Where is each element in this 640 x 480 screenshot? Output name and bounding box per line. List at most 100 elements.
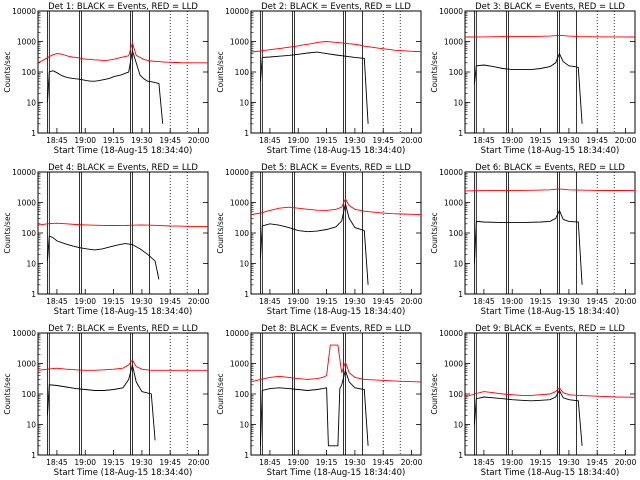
- y-axis-label: Counts/sec: [3, 373, 12, 414]
- x-tick-label: 19:15: [103, 458, 125, 467]
- y-tick-label: 10000: [225, 329, 249, 338]
- panel-title: Det 9: BLACK = Events, RED = LLD: [475, 324, 625, 334]
- y-tick-label: 100: [449, 68, 464, 77]
- x-tick-label: 19:00: [287, 297, 309, 306]
- y-tick-label: 1: [244, 451, 249, 460]
- y-tick-label: 100: [22, 390, 37, 399]
- y-tick-label: 10: [26, 260, 36, 269]
- y-tick-label: 100: [449, 229, 464, 238]
- y-tick-label: 10000: [225, 168, 249, 177]
- y-tick-label: 10: [239, 260, 249, 269]
- x-tick-label: 19:30: [131, 297, 153, 306]
- x-axis-label: Start Time (18-Aug-15 18:34:40): [267, 146, 406, 156]
- panel-title: Det 5: BLACK = Events, RED = LLD: [261, 163, 411, 173]
- panel-title: Det 3: BLACK = Events, RED = LLD: [475, 2, 625, 12]
- lld-series-line: [37, 359, 208, 371]
- y-tick-label: 1000: [230, 199, 249, 208]
- y-tick-label: 1: [458, 451, 463, 460]
- x-tick-label: 19:30: [344, 297, 366, 306]
- lld-series-line: [464, 34, 636, 38]
- x-tick-label: 20:00: [188, 136, 210, 145]
- events-series-line: [473, 52, 583, 124]
- x-tick-label: 19:45: [586, 297, 608, 306]
- y-tick-label: 10: [239, 421, 249, 430]
- x-tick-label: 18:45: [473, 297, 495, 306]
- x-tick-label: 19:00: [74, 297, 96, 306]
- x-tick-label: 18:45: [259, 136, 281, 145]
- y-tick-label: 1000: [444, 199, 463, 208]
- x-tick-label: 19:15: [530, 297, 552, 306]
- x-tick-label: 19:45: [159, 458, 181, 467]
- panel-title: Det 2: BLACK = Events, RED = LLD: [261, 2, 411, 12]
- y-axis-label: Counts/sec: [3, 51, 12, 92]
- y-tick-label: 10: [26, 421, 36, 430]
- y-tick-label: 10: [453, 421, 463, 430]
- x-tick-label: 19:45: [372, 297, 394, 306]
- x-tick-label: 19:45: [586, 458, 608, 467]
- events-series-line: [46, 50, 164, 124]
- x-tick-label: 18:45: [46, 136, 68, 145]
- panel-title: Det 6: BLACK = Events, RED = LLD: [475, 163, 625, 173]
- x-tick-label: 20:00: [615, 297, 637, 306]
- y-tick-label: 10000: [225, 7, 249, 16]
- events-series-line: [259, 203, 369, 285]
- panel-det-3: Det 3: BLACK = Events, RED = LLD 1 10 100 10…: [430, 2, 637, 156]
- plot-frame: [250, 332, 422, 456]
- x-axis-label: Start Time (18-Aug-15 18:34:40): [54, 146, 193, 156]
- x-tick-label: 18:45: [46, 297, 68, 306]
- x-tick-label: 20:00: [615, 458, 637, 467]
- x-tick-label: 19:00: [501, 136, 523, 145]
- x-axis-label: Start Time (18-Aug-15 18:34:40): [267, 307, 406, 317]
- x-tick-label: 19:45: [586, 136, 608, 145]
- y-tick-label: 100: [235, 390, 250, 399]
- x-axis-label: Start Time (18-Aug-15 18:34:40): [481, 307, 620, 317]
- x-tick-label: 19:45: [159, 297, 181, 306]
- y-axis-label: Counts/sec: [216, 212, 225, 253]
- lld-series-line: [464, 188, 636, 192]
- x-tick-label: 19:30: [344, 136, 366, 145]
- y-tick-label: 1000: [230, 360, 249, 369]
- panel-det-7: Det 7: BLACK = Events, RED = LLD 1 10 100 10…: [3, 324, 210, 478]
- events-series-line: [473, 389, 583, 446]
- y-tick-label: 1000: [17, 360, 36, 369]
- lld-series-line: [250, 344, 422, 383]
- y-tick-label: 10000: [12, 168, 36, 177]
- y-tick-label: 1: [458, 129, 463, 138]
- x-tick-label: 19:15: [530, 458, 552, 467]
- events-series-line: [46, 235, 160, 280]
- x-tick-label: 19:15: [103, 136, 125, 145]
- x-tick-label: 20:00: [188, 458, 210, 467]
- y-tick-label: 100: [235, 68, 250, 77]
- y-tick-label: 100: [449, 390, 464, 399]
- x-tick-label: 18:45: [259, 458, 281, 467]
- plot-frame: [250, 171, 422, 295]
- x-tick-label: 19:45: [372, 136, 394, 145]
- y-tick-label: 1: [31, 290, 36, 299]
- plot-frame: [37, 332, 209, 456]
- y-tick-label: 100: [22, 68, 37, 77]
- x-tick-label: 19:45: [372, 458, 394, 467]
- plot-frame: [37, 171, 209, 295]
- y-tick-label: 1000: [230, 38, 249, 47]
- x-tick-label: 18:45: [473, 458, 495, 467]
- x-tick-label: 20:00: [401, 136, 423, 145]
- x-axis-label: Start Time (18-Aug-15 18:34:40): [54, 468, 193, 478]
- y-tick-label: 1000: [17, 199, 36, 208]
- x-tick-label: 19:30: [344, 458, 366, 467]
- plot-frame: [250, 10, 422, 134]
- x-tick-label: 19:15: [316, 136, 338, 145]
- x-tick-label: 19:30: [131, 458, 153, 467]
- y-axis-label: Counts/sec: [430, 212, 439, 253]
- panel-det-6: Det 6: BLACK = Events, RED = LLD 1 10 100 10…: [430, 163, 637, 317]
- x-axis-label: Start Time (18-Aug-15 18:34:40): [481, 146, 620, 156]
- plot-frame: [37, 10, 209, 134]
- y-tick-label: 10: [26, 99, 36, 108]
- panel-title: Det 4: BLACK = Events, RED = LLD: [48, 163, 198, 173]
- y-tick-label: 1: [31, 129, 36, 138]
- y-tick-label: 10000: [439, 7, 463, 16]
- panel-det-8: Det 8: BLACK = Events, RED = LLD 1 10 100 10…: [216, 324, 423, 478]
- panel-det-4: Det 4: BLACK = Events, RED = LLD 1 10 100 10…: [3, 163, 210, 317]
- x-tick-label: 19:30: [131, 136, 153, 145]
- x-tick-label: 20:00: [188, 297, 210, 306]
